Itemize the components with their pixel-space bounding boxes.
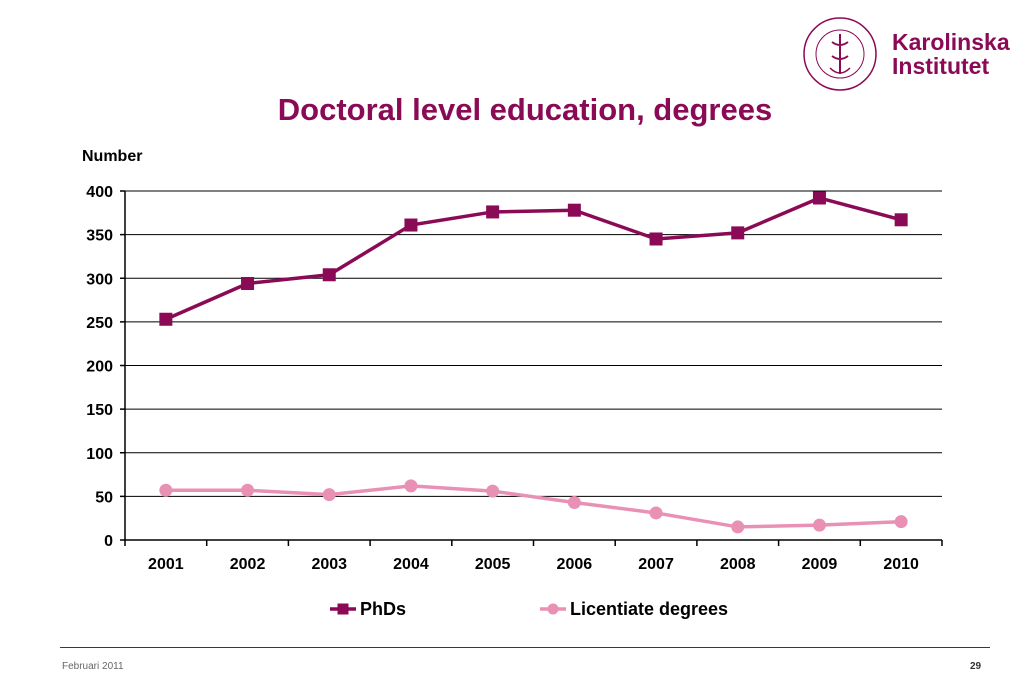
y-tick-label: 250 bbox=[86, 315, 113, 332]
footer-date: Februari 2011 bbox=[62, 661, 124, 672]
data-point bbox=[241, 483, 255, 497]
data-point bbox=[486, 205, 500, 219]
x-tick-label: 2004 bbox=[393, 556, 429, 573]
series-line-2 bbox=[165, 484, 902, 529]
legend-label: Licentiate degrees bbox=[570, 599, 728, 619]
page-title: Doctoral level education, degrees bbox=[277, 92, 773, 127]
data-point bbox=[159, 483, 173, 497]
data-point bbox=[567, 495, 581, 509]
legend-label: PhDs bbox=[360, 599, 406, 619]
data-point bbox=[567, 203, 581, 217]
seal-icon bbox=[803, 17, 877, 91]
y-axis-label: Number bbox=[82, 148, 143, 165]
karolinska-logo: Karolinska Institutet bbox=[800, 12, 1010, 94]
logo-line2: Institutet bbox=[892, 53, 990, 79]
y-tick-label: 0 bbox=[104, 533, 113, 550]
footer-divider bbox=[60, 647, 990, 648]
data-point bbox=[486, 484, 500, 498]
data-point bbox=[812, 191, 826, 205]
legend-marker bbox=[547, 603, 559, 615]
x-tick-label: 2007 bbox=[638, 556, 674, 573]
data-point bbox=[731, 520, 745, 534]
x-tick-label: 2002 bbox=[230, 556, 266, 573]
y-tick-label: 200 bbox=[86, 359, 113, 376]
data-point bbox=[731, 226, 745, 240]
data-point bbox=[894, 515, 908, 529]
y-tick-label: 300 bbox=[86, 271, 113, 288]
data-point bbox=[322, 488, 336, 502]
x-tick-label: 2001 bbox=[148, 556, 184, 573]
x-tick-label: 2006 bbox=[557, 556, 593, 573]
data-point bbox=[241, 276, 255, 290]
y-tick-label: 400 bbox=[86, 184, 113, 201]
series-line-1 bbox=[165, 196, 902, 321]
data-point bbox=[404, 479, 418, 493]
data-point bbox=[812, 518, 826, 532]
x-tick-label: 2010 bbox=[883, 556, 919, 573]
y-tick-label: 150 bbox=[86, 402, 113, 419]
data-point bbox=[404, 218, 418, 232]
x-tick-label: 2003 bbox=[311, 556, 347, 573]
data-point bbox=[322, 268, 336, 282]
data-point bbox=[894, 213, 908, 227]
y-tick-label: 100 bbox=[86, 446, 113, 463]
data-point bbox=[649, 232, 663, 246]
x-tick-label: 2008 bbox=[720, 556, 756, 573]
logo-line1: Karolinska bbox=[892, 29, 1010, 55]
x-tick-label: 2005 bbox=[475, 556, 511, 573]
page-number: 29 bbox=[970, 661, 982, 672]
data-point bbox=[649, 506, 663, 520]
data-point bbox=[159, 312, 173, 326]
legend-marker bbox=[337, 603, 349, 615]
y-tick-label: 50 bbox=[95, 489, 113, 506]
x-tick-label: 2009 bbox=[802, 556, 838, 573]
y-tick-label: 350 bbox=[86, 228, 113, 245]
